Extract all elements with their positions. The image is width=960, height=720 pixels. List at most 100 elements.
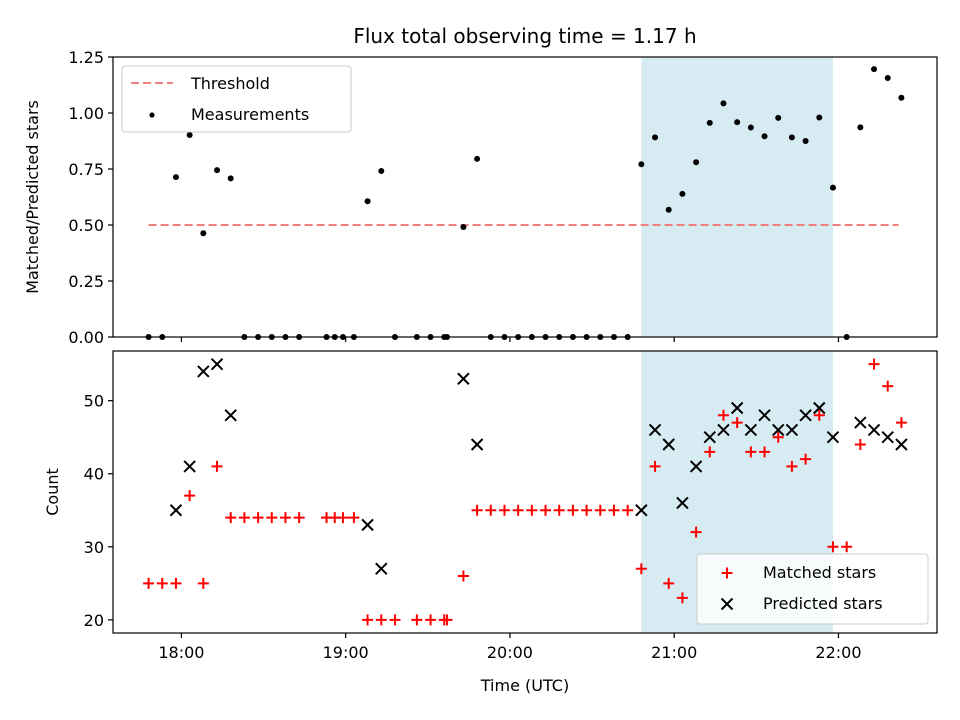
y-tick-label: 20 — [84, 611, 104, 630]
matched-point — [512, 504, 524, 516]
predicted-point — [635, 504, 648, 517]
legend-box — [696, 553, 929, 625]
matched-point — [184, 490, 196, 502]
measurement-point — [720, 100, 727, 107]
legend: Threshold Measurements — [121, 65, 352, 133]
matched-point — [441, 614, 453, 626]
matched-point — [868, 358, 880, 370]
measurement-point — [829, 184, 836, 191]
matched-point — [553, 504, 565, 516]
matched-point — [211, 460, 223, 472]
y-tick-label: 50 — [84, 392, 104, 411]
matched-point — [854, 439, 866, 451]
predicted-point — [758, 409, 771, 422]
measurement-point — [679, 190, 686, 197]
x-tick-label: 20:00 — [487, 643, 533, 662]
y-tick-label: 30 — [84, 538, 104, 557]
x-axis-label: Time (UTC) — [480, 676, 569, 695]
matched-point — [526, 504, 538, 516]
matched-point — [841, 541, 853, 553]
x-tick-label: 21:00 — [651, 643, 697, 662]
legend-label-threshold: Threshold — [190, 74, 270, 93]
matched-point — [375, 614, 387, 626]
predicted-point — [799, 409, 812, 422]
predicted-point — [361, 518, 374, 532]
measurement-point — [665, 206, 672, 213]
matched-point — [457, 570, 469, 582]
predicted-point — [867, 423, 881, 437]
top-panel: 0.00 0.25 0.50 0.75 1.00 1.25 Flux total obser… — [23, 24, 938, 347]
predicted-point — [470, 438, 484, 451]
measurement-point — [788, 134, 795, 141]
predicted-point — [717, 423, 730, 437]
measurement-point — [693, 159, 700, 166]
y-tick-label: 0.75 — [68, 160, 104, 179]
bottom-panel: 20 30 40 50 18:00 19:00 20:00 21:00 22:00 Count Ti… — [43, 350, 938, 695]
predicted-point — [813, 401, 826, 415]
legend-measurement-marker — [149, 112, 155, 118]
y-tick-label: 1.25 — [68, 48, 104, 67]
measurement-point — [200, 230, 207, 237]
legend-matched-marker — [721, 567, 733, 579]
measurement-point — [638, 161, 645, 168]
matched-point — [225, 512, 237, 524]
x-tick-label: 22:00 — [815, 643, 861, 662]
predicted-point — [676, 496, 689, 510]
predicted-point — [826, 430, 840, 444]
x-tick-label: 18:00 — [158, 643, 204, 662]
matched-point — [594, 504, 606, 516]
matched-point — [156, 577, 168, 589]
measurement-point — [775, 114, 782, 121]
legend: Matched stars Predicted stars — [696, 553, 929, 625]
matched-point — [337, 512, 349, 524]
predicted-point — [224, 409, 237, 422]
measurement-point — [214, 167, 221, 174]
matched-point — [197, 577, 209, 589]
measurement-point — [802, 138, 809, 144]
matched-point — [389, 614, 401, 626]
predicted-point — [183, 460, 196, 473]
matched-point — [581, 504, 593, 516]
matched-point — [170, 577, 182, 589]
y-tick-label: 0.00 — [68, 328, 104, 347]
matched-point — [663, 577, 675, 589]
legend-label-predicted: Predicted stars — [763, 594, 883, 613]
matched-point — [800, 453, 812, 465]
predicted-point — [772, 423, 785, 437]
measurement-point — [474, 155, 481, 162]
measurement-point — [857, 124, 864, 131]
measurement-point — [172, 174, 179, 181]
series-1 — [169, 357, 908, 575]
predicted-point — [689, 460, 703, 473]
matched-point — [143, 577, 155, 589]
predicted-point — [210, 357, 224, 371]
series-0 — [143, 358, 907, 626]
measurement-point — [364, 198, 371, 205]
matched-point — [471, 504, 483, 516]
y-axis-label: Matched/Predicted stars — [23, 100, 42, 294]
legend-predicted-marker — [720, 597, 734, 611]
predicted-point — [197, 365, 210, 378]
matched-point — [759, 446, 771, 458]
shaded-span — [641, 57, 833, 337]
y-tick-label: 0.50 — [68, 216, 104, 235]
matched-point — [895, 417, 907, 429]
matched-point — [266, 512, 278, 524]
matched-point — [608, 504, 620, 516]
legend-label-matched: Matched stars — [763, 563, 876, 582]
measurement-point — [186, 131, 193, 138]
y-tick-label: 0.25 — [68, 272, 104, 291]
measurement-point — [460, 224, 467, 231]
matched-point — [813, 409, 825, 421]
matched-point — [690, 526, 702, 538]
measurement-point — [652, 134, 659, 141]
predicted-point — [854, 416, 867, 429]
predicted-point — [662, 438, 675, 451]
predicted-point — [375, 562, 388, 575]
matched-point — [293, 512, 305, 524]
matched-point — [745, 446, 757, 458]
predicted-point — [169, 504, 183, 517]
legend-label-measurements: Measurements — [191, 105, 309, 124]
predicted-point — [648, 423, 662, 437]
